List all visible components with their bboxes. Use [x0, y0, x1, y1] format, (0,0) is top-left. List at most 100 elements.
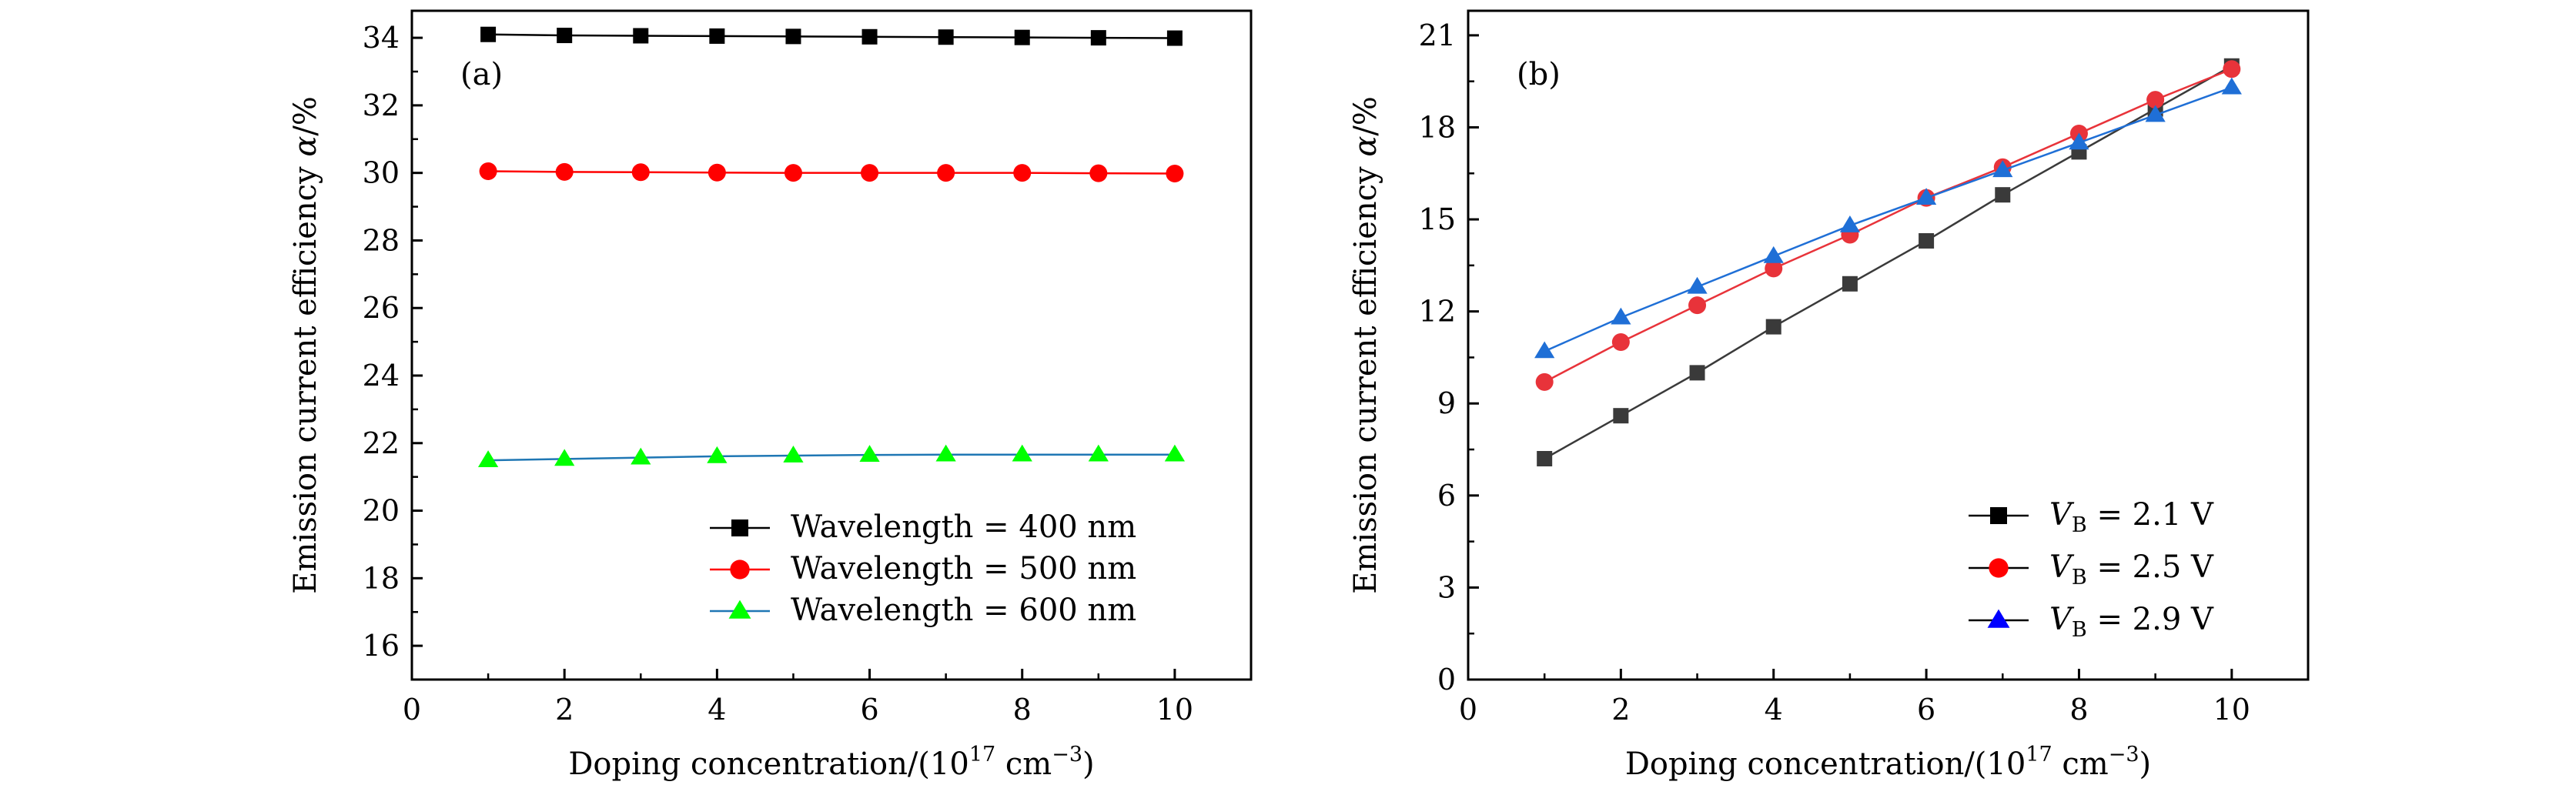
data-point [555, 162, 574, 181]
legend-word: Wavelength [791, 509, 973, 545]
x-axis-title-exponent: −3 [2109, 743, 2139, 767]
data-point [631, 447, 651, 465]
data-point [1919, 232, 1935, 249]
legend-value: = 2.1 V [2087, 497, 2214, 533]
data-point [1013, 164, 1032, 182]
y-tick-label: 26 [363, 291, 400, 325]
series-1 [479, 162, 1184, 183]
x-tick-label: 0 [1459, 693, 1477, 727]
data-point [938, 29, 954, 45]
y-tick-label: 34 [363, 21, 400, 55]
x-axis-title-exponent: 17 [969, 743, 995, 767]
data-point [708, 163, 726, 182]
legend-subscript: B [2072, 618, 2087, 642]
y-tick-label: 0 [1437, 663, 1456, 696]
legend-entry-0: VB = 2.1 V [1969, 497, 2214, 537]
x-tick-label: 2 [555, 693, 574, 727]
data-point [707, 446, 728, 463]
legend-subscript: B [2072, 513, 2087, 537]
y-tick-label: 12 [1419, 295, 1456, 329]
series-line [488, 453, 1175, 462]
data-point [861, 28, 878, 45]
legend-entry-1: VB = 2.5 V [1969, 549, 2214, 590]
data-point [1611, 307, 1631, 325]
y-tick-label: 15 [1419, 202, 1456, 236]
data-point [1995, 187, 2011, 203]
data-point [1014, 29, 1030, 45]
legend-label: VB = 2.5 V [2049, 549, 2214, 590]
y-axis-title-variable: α [1348, 136, 1383, 157]
y-tick-label: 20 [363, 494, 400, 528]
x-axis-title: Doping concentration/(1017 cm−3) [568, 743, 1094, 782]
legend-variable: V [2049, 549, 2075, 585]
y-tick-label: 28 [363, 223, 400, 257]
legend-entry-2: VB = 2.9 V [1969, 602, 2214, 642]
x-tick-label: 4 [1765, 693, 1783, 727]
data-point [1915, 188, 1937, 205]
x-axis-title-part: ) [2139, 747, 2152, 782]
data-point [1090, 30, 1106, 46]
data-point [631, 163, 650, 182]
y-tick-label: 6 [1437, 479, 1456, 513]
legend-value: = 2.9 V [2087, 602, 2214, 637]
series-line [488, 33, 1175, 39]
legend-label: Wavelength = 400 nm [791, 509, 1136, 545]
x-axis-title-exponent: −3 [1052, 743, 1082, 767]
y-axis-title-part: /% [1348, 96, 1383, 135]
y-axis-title: Emission current efficiency α/% [1348, 96, 1383, 594]
chart-panel-b: 0 2 4 6 8 10 0 3 6 9 12 15 18 21 (b) Doping concentrati… [1348, 9, 2310, 782]
series-0 [480, 26, 1183, 46]
series-0 [1537, 58, 2240, 466]
data-point [1992, 160, 2013, 178]
x-axis-title-part: ) [1082, 747, 1095, 782]
data-point [1012, 444, 1032, 462]
data-point [1534, 341, 1555, 359]
data-point [709, 28, 725, 44]
legend-value: = 400 nm [973, 509, 1136, 545]
x-tick-label: 8 [1013, 693, 1032, 727]
legend-label: VB = 2.1 V [2049, 497, 2214, 537]
y-tick-label: 3 [1437, 570, 1456, 604]
data-point [2221, 77, 2242, 95]
legend-marker [1987, 609, 2010, 628]
data-point [1839, 215, 1861, 232]
series-line [1544, 68, 2233, 383]
y-tick-label: 21 [1419, 18, 1456, 52]
x-tick-label: 6 [1917, 693, 1935, 727]
x-axis-title-part: cm [2052, 747, 2109, 782]
legend-marker [1989, 558, 2009, 578]
series-1 [1535, 60, 2241, 391]
series-line [1544, 65, 2233, 460]
data-point [1164, 444, 1186, 462]
data-point [1765, 259, 1783, 278]
x-tick-label: 6 [860, 693, 878, 727]
y-tick-label: 30 [363, 156, 400, 190]
legend-value: = 600 nm [973, 593, 1136, 628]
x-tick-label: 0 [403, 693, 421, 727]
x-tick-label: 4 [708, 693, 726, 727]
data-point [633, 28, 649, 44]
legend-word: Wavelength [791, 593, 973, 628]
plot-frame [410, 9, 1253, 681]
x-tick-label: 2 [1611, 693, 1630, 727]
data-point [557, 28, 573, 44]
data-point [2223, 60, 2241, 78]
y-axis-title-part: /% [288, 96, 323, 135]
x-axis-title-exponent: 17 [2026, 743, 2052, 767]
x-axis-title-part: Doping concentration/(10 [568, 747, 969, 782]
data-point [937, 164, 955, 182]
x-axis-title-part: Doping concentration/(10 [1625, 747, 2026, 782]
legend-subscript: B [2072, 566, 2087, 590]
panel-label: (b) [1517, 57, 1561, 92]
legend-entry-2: Wavelength = 600 nm [710, 593, 1136, 628]
data-point [859, 445, 880, 462]
legend-label: VB = 2.9 V [2049, 602, 2214, 642]
legend-entry-1: Wavelength = 500 nm [710, 551, 1136, 586]
y-tick-label: 24 [363, 359, 400, 392]
data-point [1842, 276, 1858, 292]
series-line [488, 170, 1175, 175]
data-point [2146, 91, 2165, 109]
series-2 [477, 444, 1186, 467]
series-line [1544, 86, 2233, 352]
